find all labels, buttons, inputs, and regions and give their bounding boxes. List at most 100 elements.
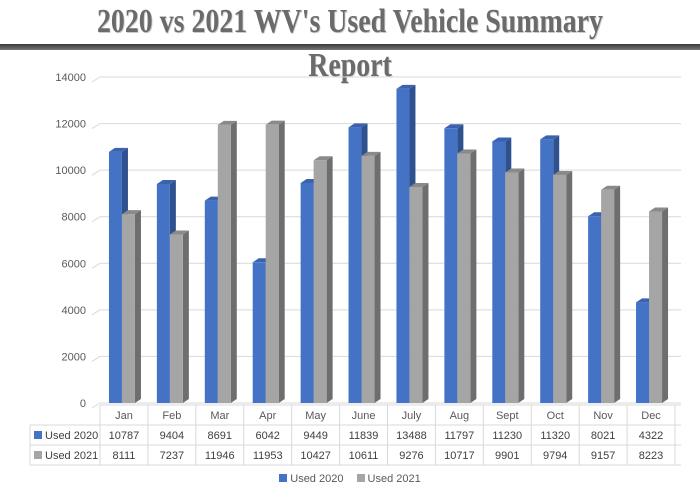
table-cell: 10787 [109,430,140,442]
gridline [91,402,681,409]
table-cell: 8691 [208,430,232,442]
bar-used-2021-mar [217,124,231,403]
legend-item-used-2020: Used 2020 [279,473,343,485]
bar-used-2021-may-side [326,156,333,403]
table-cell: 10717 [444,450,475,462]
y-tick-label: 4000 [62,305,86,317]
gridline [91,76,681,83]
table-cell: 8223 [639,450,663,462]
gridline [91,355,681,362]
bar-used-2021-dec [649,211,663,403]
table-row-label: Used 2021 [45,450,98,462]
x-category-label: May [305,410,326,422]
bar-used-2021-apr [265,124,279,403]
bar-used-2020-oct [540,139,554,404]
gridline [91,262,681,269]
table-cell: 10427 [300,450,331,462]
title-divider [0,44,700,50]
bar-used-2021-sept [505,172,519,403]
bar-used-2020-jan [108,151,122,403]
bar-used-2021-june-top [361,151,381,156]
bar-used-2020-mar [204,200,218,403]
gridline [91,309,681,316]
bar-used-2020-sept-top [492,137,512,142]
table-cell: 9276 [399,450,423,462]
x-category-label: Oct [547,410,564,422]
title-band: 2020 vs 2021 WV's Used Vehicle Summary R… [0,0,700,84]
bar-used-2021-aug-side [470,149,477,403]
bar-used-2020-may [300,182,314,403]
table-cell: 4322 [639,430,663,442]
table-cell: 11946 [205,450,235,462]
table-cell: 9157 [591,450,615,462]
bar-used-2021-nov [601,189,615,403]
bar-used-2021-oct-side [566,170,573,403]
table-cell: 11797 [444,430,474,442]
bar-used-2020-feb [156,184,170,403]
x-category-label: Nov [593,410,613,422]
legend-label-used-2020: Used 2020 [290,473,344,485]
y-tick-label: 0 [80,398,86,410]
y-tick-label: 6000 [62,258,86,270]
bar-used-2020-jan-top [108,147,128,152]
table-cell: 7237 [160,450,184,462]
gridline [91,216,681,223]
bar-used-2020-nov [588,216,602,403]
bar-used-2021-jan-side [134,210,141,403]
bar-used-2020-july-top [396,84,416,89]
y-tick-label: 12000 [55,119,86,131]
x-category-label: Apr [259,410,276,422]
y-tick-label: 10000 [55,165,86,177]
gridline [91,123,681,129]
bar-used-2021-feb-side [182,230,189,403]
bar-used-2021-nov-side [614,185,621,403]
legend: Used 2020 Used 2021 [0,473,700,485]
table-row-swatch [34,451,42,459]
x-category-label: Jan [115,410,133,422]
x-category-label: June [352,410,376,422]
bar-used-2021-jan [121,214,135,403]
table-cell: 11953 [253,450,283,462]
table-cell: 8021 [591,430,615,442]
x-category-label: Sept [496,410,519,422]
bar-used-2020-aug-top [444,124,464,129]
x-category-label: July [402,410,422,422]
bar-used-2021-july-top [409,183,429,188]
bar-used-2020-feb-top [156,180,176,185]
table-cell: 9901 [495,450,519,462]
bar-used-2020-oct-top [540,135,560,140]
x-category-label: Dec [641,410,661,422]
page-title: 2020 vs 2021 WV's Used Vehicle Summary R… [96,3,604,84]
legend-swatch-used-2021 [356,474,365,482]
bar-used-2021-nov-top [601,185,621,190]
bar-used-2021-dec-side [662,207,669,403]
table-cell: 13488 [396,430,427,442]
table-cell: 10611 [349,450,379,462]
table-cell: 11839 [349,430,379,442]
x-category-label: Mar [210,410,229,422]
bar-used-2020-sept [492,141,506,403]
bar-used-2021-apr-top [265,120,285,125]
y-tick-label: 14000 [55,72,86,84]
bar-used-2021-july-side [422,183,429,403]
bar-used-2021-jan-top [121,210,141,215]
table-cell: 11320 [540,430,570,442]
bar-used-2020-june [348,127,362,403]
bar-used-2021-feb-top [169,230,189,235]
table-cell: 11230 [492,430,522,442]
bar-used-2020-june-top [348,123,368,128]
bar-used-2021-june-side [374,151,381,403]
table-cell: 9794 [543,450,567,462]
bar-used-2020-dec [636,302,650,403]
table-row-swatch [34,431,42,439]
bar-used-2020-july [396,88,410,403]
bar-used-2021-june [361,155,375,403]
bar-used-2021-mar-side [230,120,237,403]
x-category-label: Aug [450,410,470,422]
bar-used-2021-apr-side [278,120,285,403]
table-cell: 9404 [160,430,184,442]
bar-used-2021-oct-top [553,170,573,175]
bar-used-2021-feb [169,234,183,403]
bar-used-2021-may-top [313,156,333,161]
y-tick-label: 2000 [62,351,86,363]
